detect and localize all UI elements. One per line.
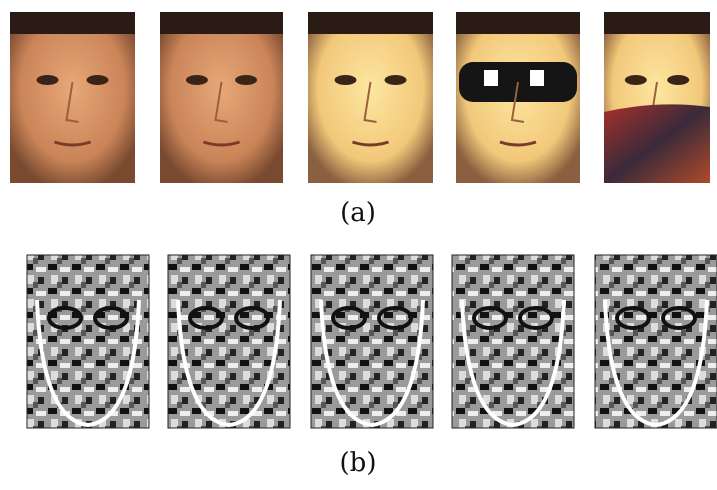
eye — [385, 75, 407, 85]
lbp-texture — [595, 255, 717, 428]
eye — [87, 75, 109, 85]
lbp-map — [168, 255, 290, 428]
lbp-map — [452, 255, 574, 428]
lbp-map — [27, 255, 149, 428]
lbp-texture — [168, 255, 290, 428]
lbp-map — [595, 255, 717, 428]
glare — [484, 70, 498, 86]
panel-label: (b) — [340, 448, 377, 478]
panel-label: (a) — [340, 198, 376, 228]
face-photo — [160, 12, 283, 183]
lbp-texture — [452, 255, 574, 428]
eye — [335, 75, 357, 85]
hair — [456, 12, 580, 34]
eye — [37, 75, 59, 85]
photo-background — [160, 12, 283, 183]
face-photo — [604, 12, 710, 183]
eye — [186, 75, 208, 85]
lbp-texture — [27, 255, 149, 428]
face-photo — [456, 12, 580, 183]
photo-background — [308, 12, 433, 183]
face-photo — [308, 12, 433, 183]
lbp-texture — [311, 255, 433, 428]
scarf — [604, 104, 710, 183]
hair — [604, 12, 710, 34]
eye — [235, 75, 257, 85]
eye — [625, 75, 647, 85]
hair — [10, 12, 135, 34]
eye — [667, 75, 689, 85]
figure: (a) (b) — [0, 0, 717, 486]
glare — [530, 70, 544, 86]
lbp-map — [311, 255, 433, 428]
hair — [308, 12, 433, 34]
hair — [160, 12, 283, 34]
face-photo — [10, 12, 135, 183]
photo-background — [10, 12, 135, 183]
